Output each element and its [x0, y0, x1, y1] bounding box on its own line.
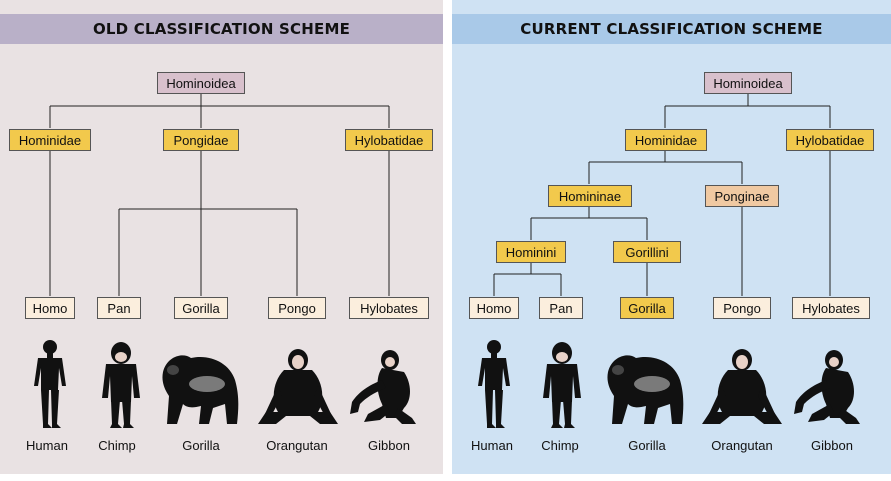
node-hylobatidae: Hylobatidae — [786, 129, 874, 151]
node-hylobates: Hylobates — [792, 297, 870, 319]
node-pongidae: Pongidae — [163, 129, 239, 151]
human-silhouette-icon — [34, 340, 66, 428]
caption-orangutan: Orangutan — [711, 438, 773, 453]
node-pongo: Pongo — [268, 297, 326, 319]
current-scheme-panel: CURRENT CLASSIFICATION SCHEME Hominoidea… — [452, 0, 891, 474]
caption-orangutan: Orangutan — [266, 438, 328, 453]
node-homo: Homo — [25, 297, 75, 319]
node-hylobatidae: Hylobatidae — [345, 129, 433, 151]
caption-gibbon: Gibbon — [368, 438, 410, 453]
current-scheme-tree-lines — [493, 94, 831, 296]
node-pan: Pan — [97, 297, 141, 319]
node-pongo: Pongo — [713, 297, 771, 319]
chimp-silhouette-icon — [543, 342, 581, 428]
human-silhouette-icon — [478, 340, 510, 428]
orangutan-silhouette-icon — [702, 349, 782, 424]
node-hominidae: Hominidae — [625, 129, 707, 151]
caption-human: Human — [471, 438, 513, 453]
gibbon-silhouette-icon — [794, 350, 860, 424]
node-gorilla: Gorilla — [174, 297, 228, 319]
old-scheme-panel: OLD CLASSIFICATION SCHEME Hominoidea Hom… — [0, 0, 443, 474]
caption-gorilla: Gorilla — [182, 438, 220, 453]
chimp-silhouette-icon — [102, 342, 140, 428]
caption-human: Human — [26, 438, 68, 453]
orangutan-silhouette-icon — [258, 349, 338, 424]
gibbon-silhouette-icon — [350, 350, 416, 424]
node-ponginae: Ponginae — [705, 185, 779, 207]
node-hominini: Hominini — [496, 241, 566, 263]
current-scheme-title: CURRENT CLASSIFICATION SCHEME — [452, 14, 891, 44]
node-hominoidea: Hominoidea — [704, 72, 792, 94]
node-homininae: Homininae — [548, 185, 632, 207]
old-scheme-tree-lines — [49, 94, 390, 296]
node-hylobates: Hylobates — [349, 297, 429, 319]
gorilla-silhouette-icon — [607, 355, 684, 424]
gorilla-silhouette-icon — [162, 355, 239, 424]
caption-gorilla: Gorilla — [628, 438, 666, 453]
node-homo: Homo — [469, 297, 519, 319]
node-hominoidea: Hominoidea — [157, 72, 245, 94]
node-gorillini: Gorillini — [613, 241, 681, 263]
caption-chimp: Chimp — [541, 438, 579, 453]
caption-chimp: Chimp — [98, 438, 136, 453]
node-gorilla: Gorilla — [620, 297, 674, 319]
old-scheme-title: OLD CLASSIFICATION SCHEME — [0, 14, 443, 44]
caption-gibbon: Gibbon — [811, 438, 853, 453]
node-pan: Pan — [539, 297, 583, 319]
node-hominidae: Hominidae — [9, 129, 91, 151]
